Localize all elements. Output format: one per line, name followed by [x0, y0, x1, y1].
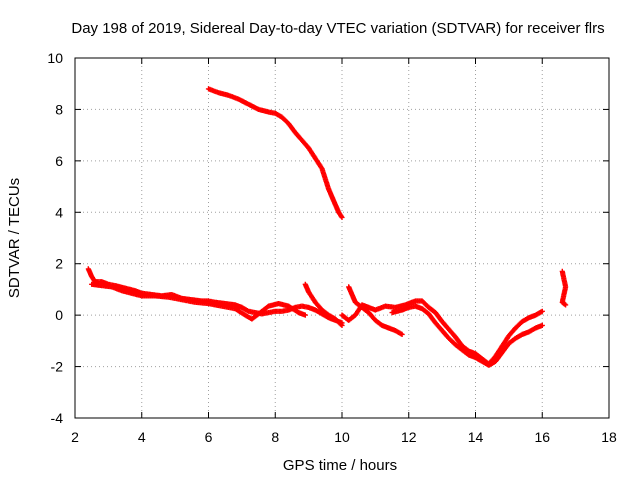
data-point — [338, 321, 344, 328]
x-axis-tick-labels: 2 4 6 8 10 12 14 16 18 — [71, 429, 617, 445]
x-axis-label: GPS time / hours — [283, 457, 397, 474]
x-tick-label-18: 18 — [601, 429, 617, 445]
x-tick-label-8: 8 — [271, 429, 279, 445]
chart-title: Day 198 of 2019, Sidereal Day-to-day VTE… — [71, 20, 604, 37]
y-tick-label--2: -2 — [51, 359, 64, 375]
data-point — [339, 322, 345, 328]
y-tick-label-6: 6 — [55, 153, 63, 169]
series-arc-3 — [205, 86, 345, 220]
y-tick-label-10: 10 — [47, 50, 63, 66]
y-axis-label: SDTVAR / TECUs — [6, 178, 23, 298]
x-tick-label-16: 16 — [534, 429, 550, 445]
x-tick-label-2: 2 — [71, 429, 79, 445]
y-tick-label-2: 2 — [55, 256, 63, 272]
x-tick-label-12: 12 — [401, 429, 417, 445]
x-tick-label-4: 4 — [138, 429, 146, 445]
data-point — [339, 214, 345, 220]
data-series — [85, 86, 569, 368]
series-arc-4 — [302, 281, 345, 328]
x-tick-label-10: 10 — [334, 429, 350, 445]
y-axis-tick-labels: -4 -2 0 2 4 6 8 10 — [47, 50, 63, 426]
data-point — [563, 302, 569, 308]
series-arc-2 — [89, 281, 308, 322]
x-tick-label-6: 6 — [205, 429, 213, 445]
data-point — [302, 312, 308, 318]
y-tick-label--4: -4 — [51, 410, 64, 426]
data-point — [539, 322, 545, 328]
data-point — [399, 331, 405, 337]
grid — [75, 58, 609, 418]
x-tick-label-14: 14 — [468, 429, 484, 445]
axis-ticks — [74, 57, 610, 419]
series-arc-7 — [389, 303, 545, 368]
y-tick-label-4: 4 — [55, 204, 63, 220]
series-arc-8 — [559, 268, 569, 308]
y-tick-label-8: 8 — [55, 101, 63, 117]
series-arc-5 — [346, 284, 405, 337]
data-point — [539, 308, 545, 314]
y-tick-label-0: 0 — [55, 307, 63, 323]
